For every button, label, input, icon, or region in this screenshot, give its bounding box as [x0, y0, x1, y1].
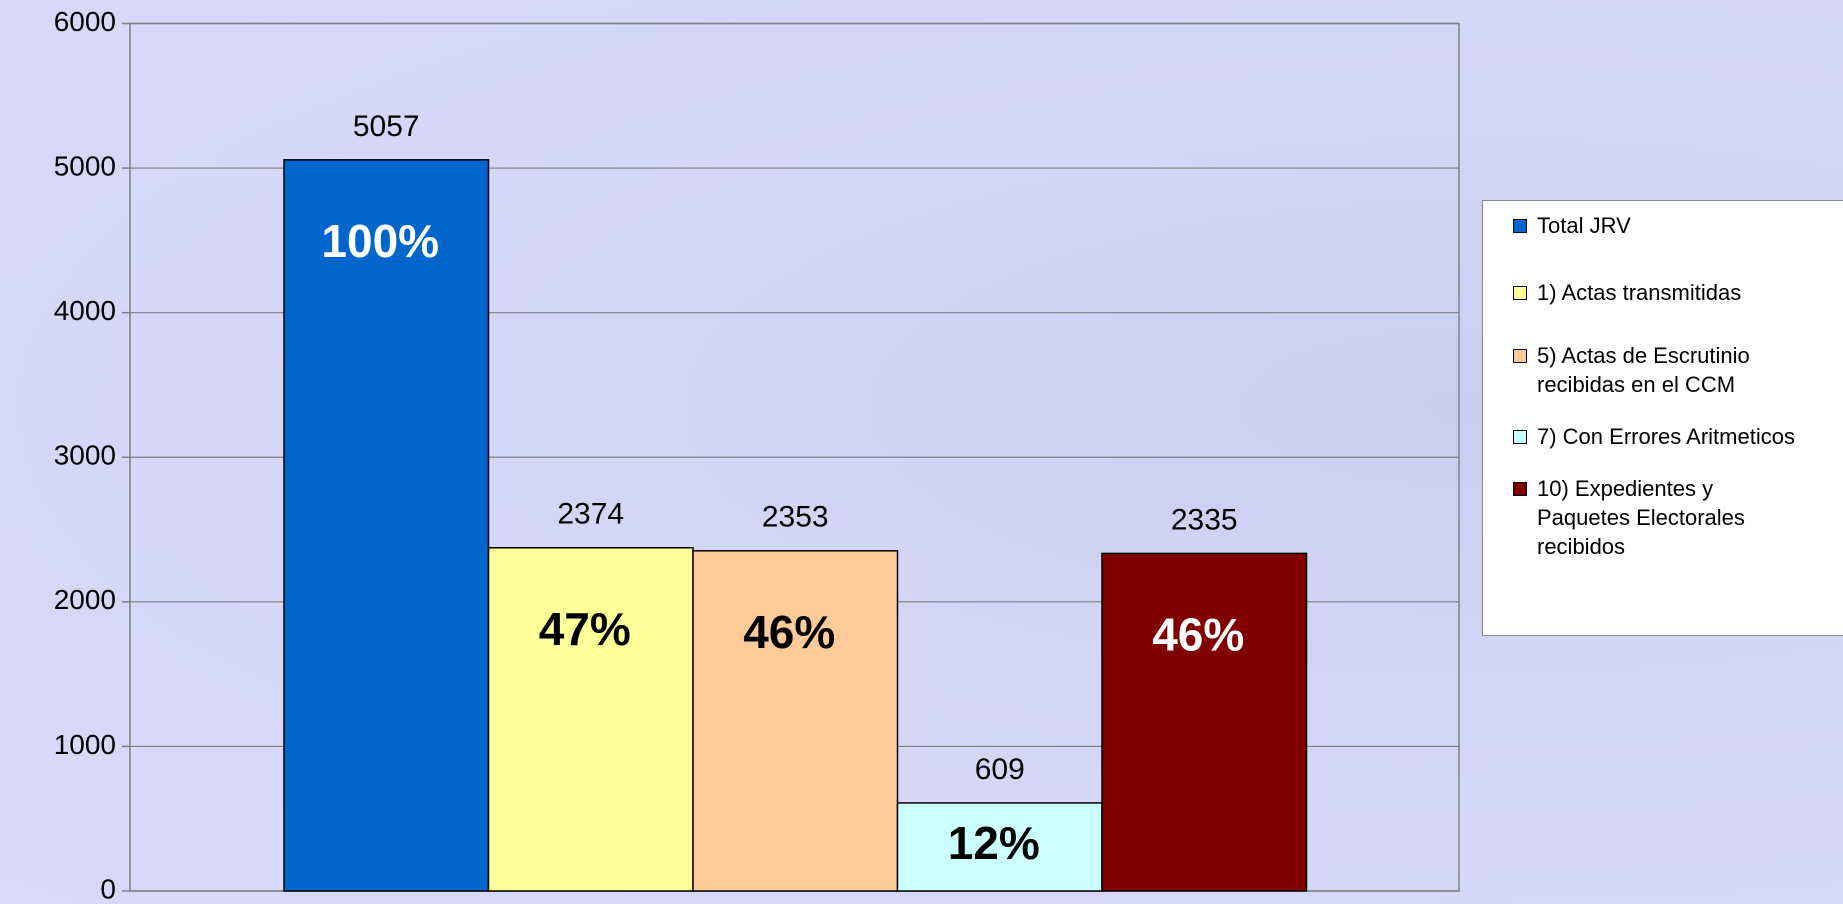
legend-label: Total JRV [1537, 213, 1631, 238]
legend-swatch [1513, 286, 1527, 300]
y-tick-label: 2000 [54, 584, 116, 615]
value-label: 2335 [1171, 503, 1238, 536]
legend-label: 1) Actas transmitidas [1537, 280, 1742, 305]
bar [1101, 552, 1308, 892]
bar [896, 802, 1103, 892]
y-tick-label: 5000 [54, 150, 116, 181]
legend-swatch [1513, 482, 1527, 496]
legend-entry: 1) Actas transmitidas [1507, 278, 1807, 307]
legend-label: 5) Actas de Escrutinio recibidas en el C… [1537, 343, 1750, 397]
value-label: 5057 [353, 110, 420, 143]
percent-label: 46% [743, 606, 835, 658]
percent-label: 100% [321, 215, 439, 267]
legend-swatch [1513, 349, 1527, 363]
bar [487, 547, 694, 892]
legend-entry: 10) Expedientes y Paquetes Electorales r… [1507, 474, 1807, 561]
value-label: 2374 [557, 498, 624, 531]
y-tick-label: 4000 [54, 295, 116, 326]
legend-label: 7) Con Errores Aritmeticos [1537, 424, 1795, 449]
legend-swatch [1513, 219, 1527, 233]
percent-label: 46% [1152, 609, 1244, 661]
bar [283, 159, 490, 892]
y-tick-label: 6000 [54, 6, 116, 37]
legend: Total JRV 1) Actas transmitidas 5) Actas d… [1482, 200, 1843, 636]
legend-entry: Total JRV [1507, 211, 1807, 240]
y-tick-label: 0 [100, 873, 116, 904]
legend-entry: 5) Actas de Escrutinio recibidas en el C… [1507, 341, 1807, 399]
legend-swatch [1513, 430, 1527, 444]
percent-label: 47% [539, 603, 631, 655]
legend-entry: 7) Con Errores Aritmeticos [1507, 422, 1807, 451]
y-tick-label: 3000 [54, 440, 116, 471]
value-label: 2353 [762, 501, 829, 534]
value-label: 609 [975, 753, 1025, 786]
percent-label: 12% [948, 817, 1040, 869]
bar [692, 550, 899, 892]
y-tick-label: 1000 [54, 729, 116, 760]
legend-label: 10) Expedientes y Paquetes Electorales r… [1537, 476, 1745, 559]
